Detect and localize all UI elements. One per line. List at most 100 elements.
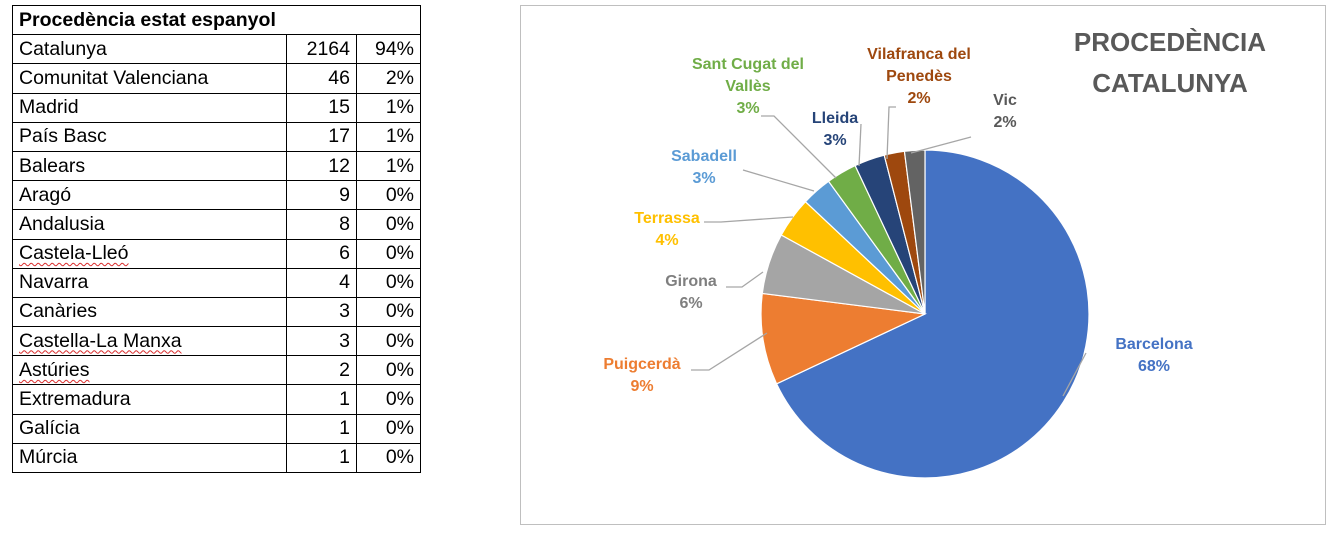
table-cell-name: Andalusia — [12, 209, 287, 240]
table-cell-percent: 0% — [356, 238, 421, 269]
table-cell-percent: 0% — [356, 267, 421, 298]
table-cell-percent: 0% — [356, 209, 421, 240]
table-cell-count: 6 — [286, 238, 357, 269]
table-cell-count: 1 — [286, 442, 357, 474]
table-cell-count: 2 — [286, 355, 357, 386]
slice-label-sant-cugat-del-valles-line-1: Sant Cugat del — [692, 56, 804, 73]
leader-line-barcelona — [1062, 352, 1087, 397]
leader-line-puigcerda — [691, 332, 768, 371]
table-header: Procedència estat espanyol — [12, 4, 421, 36]
slice-label-vic-line-1: Vic — [993, 92, 1017, 109]
pie-slice-vic — [903, 149, 926, 315]
slice-value-label-terrassa: 4% — [655, 232, 678, 249]
table-cell-name: Galícia — [12, 413, 287, 444]
table-row: Comunitat Valenciana 46 2% — [12, 63, 421, 94]
chart-title-line-1: PROCEDÈNCIA — [1074, 27, 1266, 57]
table-cell-name: Astúries — [12, 355, 287, 386]
pie-slices — [760, 149, 1090, 479]
table-cell-count: 1 — [286, 384, 357, 415]
pie-slice-barcelona — [775, 149, 1090, 479]
table-row: Múrcia 1 0% — [12, 442, 421, 474]
origin-table-container: Procedència estat espanyol Catalunya 2164… — [12, 4, 421, 474]
slice-value-label-puigcerda: 9% — [630, 378, 653, 395]
table-row: País Basc 17 1% — [12, 121, 421, 152]
table-cell-count: 1 — [286, 413, 357, 444]
spellcheck-underlined-text: Astúries — [19, 358, 90, 381]
slice-value-label-lleida: 3% — [823, 132, 846, 149]
table-cell-percent: 1% — [356, 150, 421, 182]
table-cell-count: 8 — [286, 209, 357, 240]
origin-table: Procedència estat espanyol Catalunya 2164… — [12, 4, 421, 474]
slice-value-label-girona: 6% — [679, 295, 702, 312]
table-row: Galícia 1 0% — [12, 413, 421, 444]
slice-label-terrassa-line-1: Terrassa — [634, 210, 700, 227]
leader-line-terrassa — [704, 216, 794, 223]
table-cell-name: Extremadura — [12, 384, 287, 415]
table-cell-count: 46 — [286, 63, 357, 94]
table-header-row: Procedència estat espanyol — [12, 4, 421, 36]
table-row: Catalunya 2164 94% — [12, 34, 421, 65]
leader-line-sabadell — [742, 169, 815, 192]
table-row: Astúries 2 0% — [12, 355, 421, 386]
slice-value-label-sant-cugat-del-valles: 3% — [736, 100, 759, 117]
slice-label-vilafranca-del-penedes-line-2: Penedès — [886, 68, 952, 85]
slice-value-label-sabadell: 3% — [692, 170, 715, 187]
slice-value-label-vilafranca-del-penedes: 2% — [907, 90, 930, 107]
table-row: Navarra 4 0% — [12, 267, 421, 298]
table-cell-name: Canàries — [12, 296, 287, 328]
slice-labels: Barcelona 68% Puigcerdà 9% Girona 6% Terrassa 4… — [603, 46, 1192, 395]
pie-slice-puigcerda — [760, 292, 928, 385]
leader-line-lleida — [858, 123, 862, 167]
table-cell-percent: 0% — [356, 296, 421, 328]
table-cell-name: País Basc — [12, 121, 287, 152]
table-cell-count: 3 — [286, 326, 357, 357]
table-cell-percent: 0% — [356, 442, 421, 474]
table-row: Andalusia 8 0% — [12, 209, 421, 240]
slice-label-puigcerda-line-1: Puigcerdà — [603, 356, 680, 373]
table-cell-name: Catalunya — [12, 34, 287, 65]
table-row: Castela-Lleó 6 0% — [12, 238, 421, 269]
table-cell-percent: 0% — [356, 384, 421, 415]
table-cell-name: Madrid — [12, 92, 287, 123]
table-row: Castella-La Manxa 3 0% — [12, 326, 421, 357]
table-cell-count: 12 — [286, 150, 357, 182]
spellcheck-underlined-text: Castela-Lleó — [19, 242, 129, 265]
leader-lines — [691, 106, 1087, 397]
slice-label-vilafranca-del-penedes-line-1: Vilafranca del — [867, 46, 971, 63]
table-cell-name: Castella-La Manxa — [12, 326, 287, 357]
table-cell-name: Castela-Lleó — [12, 238, 287, 269]
table-cell-percent: 0% — [356, 413, 421, 444]
table-cell-percent: 0% — [356, 326, 421, 357]
slice-label-lleida-line-1: Lleida — [812, 110, 858, 127]
pie-chart-frame: Barcelona 68% Puigcerdà 9% Girona 6% Terrassa 4… — [520, 5, 1326, 525]
table-cell-name: Aragó — [12, 180, 287, 211]
leader-line-vilafranca-del-penedes — [886, 106, 896, 160]
leader-line-vic — [910, 136, 972, 154]
table-cell-percent: 1% — [356, 92, 421, 123]
table-row: Extremadura 1 0% — [12, 384, 421, 415]
table-cell-percent: 2% — [356, 63, 421, 94]
slice-value-label-barcelona: 68% — [1138, 358, 1170, 375]
leader-line-girona — [726, 271, 764, 288]
table-row: Madrid 15 1% — [12, 92, 421, 123]
table-cell-count: 15 — [286, 92, 357, 123]
table-cell-count: 9 — [286, 180, 357, 211]
table-cell-percent: 94% — [356, 34, 421, 65]
table-cell-percent: 0% — [356, 180, 421, 211]
table-cell-count: 3 — [286, 296, 357, 328]
table-cell-count: 4 — [286, 267, 357, 298]
table-row: Aragó 9 0% — [12, 180, 421, 211]
slice-label-sabadell-line-1: Sabadell — [671, 148, 737, 165]
table-row: Canàries 3 0% — [12, 296, 421, 328]
table-body: Catalunya 2164 94% Comunitat Valenciana 46 2%… — [12, 34, 421, 474]
table-cell-percent: 1% — [356, 121, 421, 152]
chart-title-line-2: CATALUNYA — [1092, 68, 1248, 98]
table-cell-name: Navarra — [12, 267, 287, 298]
leader-line-sant-cugat-del-valles — [761, 115, 837, 179]
slice-label-girona-line-1: Girona — [665, 273, 717, 290]
slice-label-sant-cugat-del-valles-line-2: Vallès — [725, 78, 770, 95]
spellcheck-underlined-text: Castella-La Manxa — [19, 329, 182, 352]
pie-chart: Barcelona 68% Puigcerdà 9% Girona 6% Terrassa 4… — [603, 27, 1266, 479]
table-cell-name: Múrcia — [12, 442, 287, 474]
table-cell-count: 17 — [286, 121, 357, 152]
